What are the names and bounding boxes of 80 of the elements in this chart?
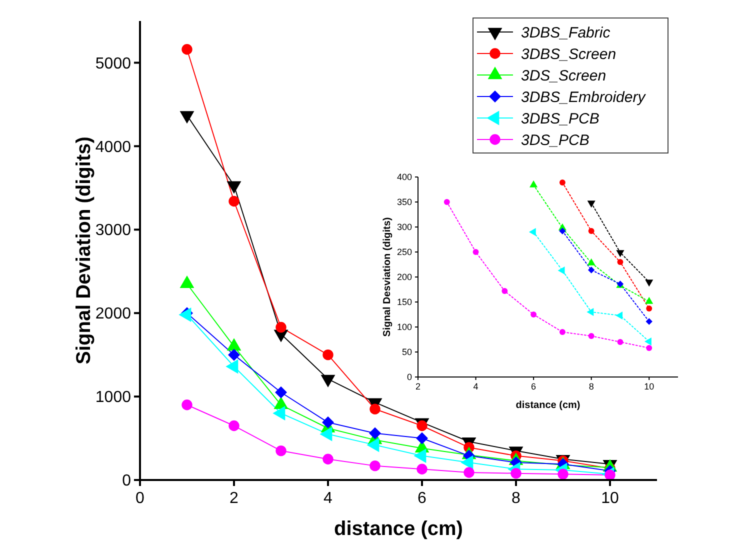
point bbox=[559, 180, 566, 186]
point bbox=[228, 420, 240, 432]
y-axis-title: Signal Deviation (digits) bbox=[73, 136, 95, 364]
y-tick-label: 400 bbox=[396, 172, 412, 182]
point bbox=[182, 44, 192, 55]
point bbox=[276, 322, 286, 333]
point bbox=[646, 306, 652, 312]
point bbox=[370, 460, 380, 472]
point bbox=[587, 200, 596, 208]
y-axis-title: Signal Desviation (digits) bbox=[382, 217, 393, 337]
point bbox=[472, 249, 479, 255]
point bbox=[275, 386, 287, 398]
y-tick-label: 2000 bbox=[95, 306, 132, 323]
point bbox=[644, 337, 652, 346]
point bbox=[530, 312, 537, 318]
y-tick-label: 350 bbox=[396, 197, 412, 208]
point bbox=[369, 427, 381, 440]
x-tick-label: 10 bbox=[601, 490, 619, 507]
point bbox=[276, 445, 286, 456]
point bbox=[588, 266, 595, 274]
y-tick-label: 100 bbox=[396, 322, 412, 332]
point bbox=[559, 228, 566, 234]
point bbox=[645, 280, 654, 287]
legend-label: 3DBS_PCB bbox=[521, 110, 600, 128]
point bbox=[370, 404, 380, 414]
x-tick-label: 2 bbox=[230, 490, 239, 507]
y-tick-label: 200 bbox=[396, 272, 412, 282]
y-tick-label: 150 bbox=[396, 297, 412, 308]
x-tick-label: 2 bbox=[415, 381, 421, 392]
x-tick-label: 6 bbox=[531, 381, 536, 392]
point bbox=[587, 258, 596, 266]
y-tick-label: 4000 bbox=[95, 138, 132, 156]
legend-label: 3DBS_Embroidery bbox=[521, 88, 647, 106]
point bbox=[228, 348, 240, 361]
x-axis-title: distance (cm) bbox=[334, 518, 463, 540]
point bbox=[322, 349, 334, 360]
point bbox=[182, 400, 192, 410]
point bbox=[646, 345, 652, 351]
point bbox=[558, 266, 565, 275]
legend-label: 3DS_Screen bbox=[521, 67, 606, 84]
x-tick-label: 8 bbox=[588, 381, 594, 392]
x-tick-label: 6 bbox=[418, 490, 427, 507]
y-tick-label: 1000 bbox=[95, 389, 132, 406]
legend-label: 3DBS_Screen bbox=[521, 46, 616, 63]
point bbox=[616, 311, 623, 320]
point bbox=[528, 228, 536, 236]
point bbox=[559, 329, 566, 335]
point bbox=[322, 416, 334, 428]
legend-label: 3DBS_Fabric bbox=[521, 24, 611, 42]
y-tick-label: 300 bbox=[396, 222, 412, 232]
y-tick-label: 50 bbox=[402, 347, 412, 358]
point bbox=[588, 333, 594, 339]
point bbox=[645, 296, 654, 304]
y-tick-label: 3000 bbox=[95, 222, 132, 240]
point bbox=[464, 467, 474, 478]
point bbox=[588, 228, 594, 234]
legend-label: 3DS_PCB bbox=[521, 132, 590, 149]
point bbox=[646, 318, 652, 325]
y-tick-label: 250 bbox=[396, 247, 412, 258]
x-tick-label: 0 bbox=[136, 490, 145, 507]
x-tick-label: 8 bbox=[512, 490, 521, 507]
point bbox=[416, 432, 428, 444]
point bbox=[228, 196, 240, 207]
point bbox=[617, 259, 624, 265]
x-tick-label: 10 bbox=[644, 381, 654, 392]
point bbox=[586, 308, 594, 316]
x-tick-label: 4 bbox=[324, 490, 333, 507]
point bbox=[444, 199, 450, 205]
y-tick-label: 0 bbox=[122, 472, 132, 490]
x-axis-title: distance (cm) bbox=[516, 400, 580, 411]
point bbox=[416, 464, 428, 474]
point bbox=[510, 468, 522, 479]
x-tick-label: 4 bbox=[473, 381, 478, 392]
y-tick-label: 5000 bbox=[95, 55, 132, 72]
point bbox=[322, 454, 334, 464]
y-tick-label: 0 bbox=[406, 372, 412, 382]
point bbox=[530, 180, 538, 188]
point bbox=[617, 339, 624, 345]
point bbox=[616, 250, 624, 258]
point bbox=[502, 288, 508, 294]
